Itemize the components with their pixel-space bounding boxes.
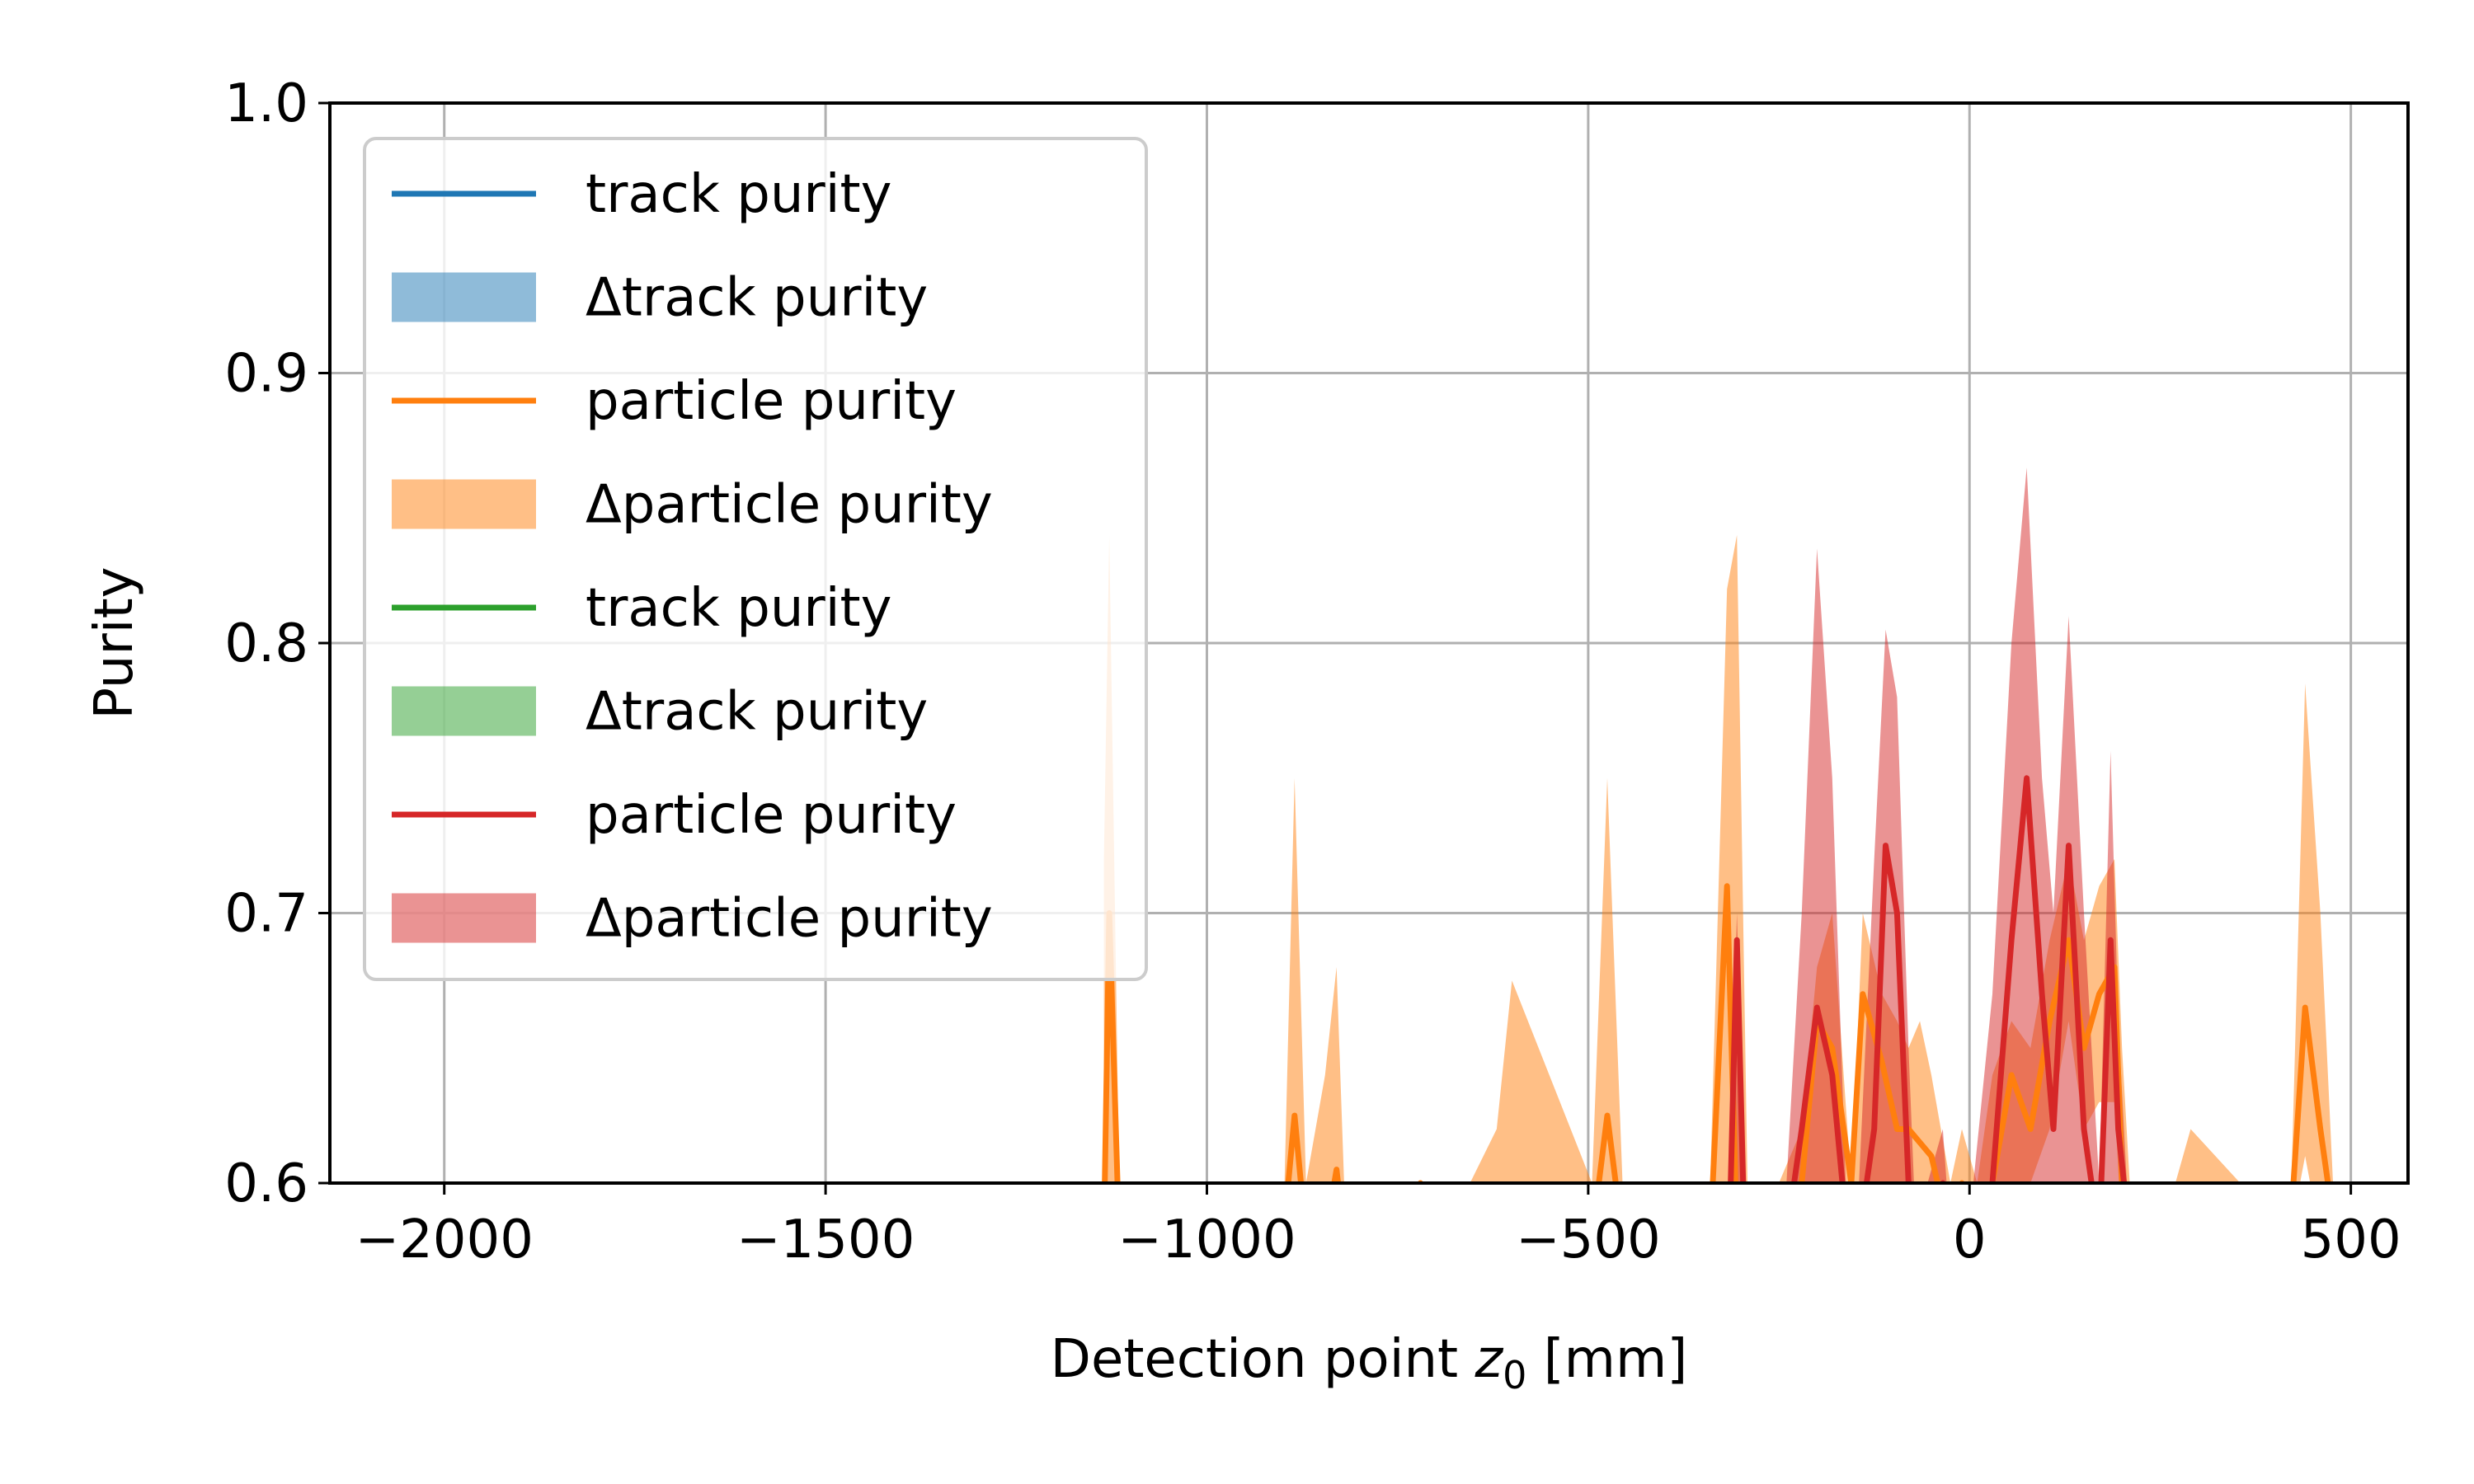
legend-label: Δtrack purity bbox=[586, 682, 928, 743]
legend-band-swatch bbox=[392, 893, 536, 943]
legend-band-swatch bbox=[392, 686, 536, 736]
series-line-2 bbox=[1728, 775, 2128, 1183]
x-tick-label: −500 bbox=[1516, 1209, 1661, 1270]
legend: track purity Δtrack purity particle purity… bbox=[363, 137, 1148, 981]
legend-band-swatch bbox=[392, 272, 536, 322]
legend-label: particle purity bbox=[586, 371, 957, 432]
legend-label: track purity bbox=[586, 164, 891, 225]
x-tick-label: 0 bbox=[1953, 1209, 1987, 1270]
ticks: −2000 −1500 −1000 −500 0 500 0.6 0.7 0.8 0.9 1.0 bbox=[224, 73, 2401, 1270]
x-axis-title-var: z bbox=[1474, 1329, 1503, 1390]
y-tick-label: 0.9 bbox=[224, 344, 308, 405]
y-tick-label: 1.0 bbox=[224, 73, 308, 134]
y-tick-label: 0.6 bbox=[224, 1153, 308, 1214]
x-tick-label: −1000 bbox=[1117, 1209, 1296, 1270]
y-tick-label: 0.7 bbox=[224, 884, 308, 945]
legend-band-swatch bbox=[392, 479, 536, 529]
x-axis-title-main: Detection point bbox=[1051, 1329, 1475, 1390]
y-tick-label: 0.8 bbox=[224, 613, 308, 674]
legend-label: track purity bbox=[586, 578, 891, 639]
x-tick-label: −1500 bbox=[736, 1209, 915, 1270]
x-tick-label: 500 bbox=[2301, 1209, 2401, 1270]
x-axis-title-sub: 0 bbox=[1503, 1353, 1526, 1397]
x-axis-title-unit: [mm] bbox=[1526, 1329, 1687, 1390]
x-axis-title: Detection point z0 [mm] bbox=[1051, 1329, 1688, 1397]
x-tick-label: −2000 bbox=[355, 1209, 534, 1270]
data-layer bbox=[1102, 467, 2382, 1183]
uncertainty-band-2 bbox=[1729, 467, 2128, 1183]
legend-label: Δtrack purity bbox=[586, 268, 928, 329]
legend-label: Δparticle purity bbox=[586, 889, 993, 950]
y-axis-title: Purity bbox=[84, 566, 145, 719]
legend-label: Δparticle purity bbox=[586, 475, 993, 536]
legend-box bbox=[363, 137, 1148, 981]
legend-label: particle purity bbox=[586, 785, 957, 846]
